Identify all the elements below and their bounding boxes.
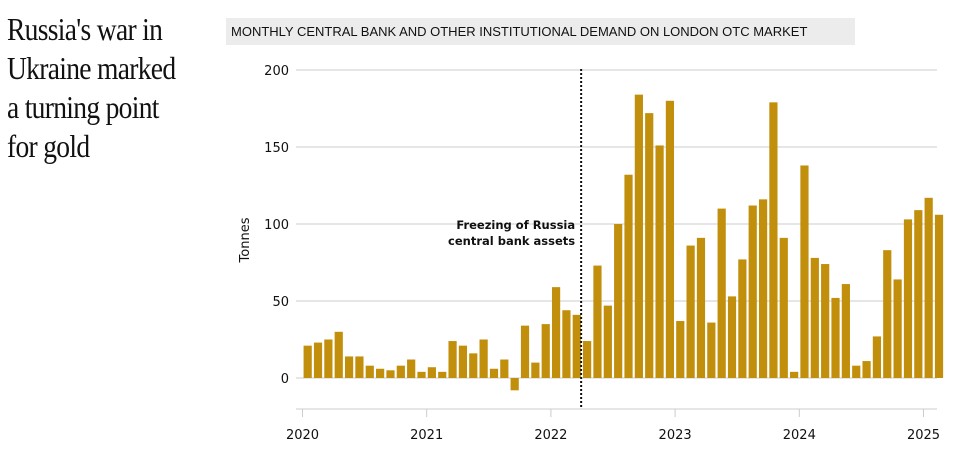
bar-2020-12: [417, 371, 426, 378]
y-tick-label: 50: [272, 295, 289, 310]
x-tick-label: 2021: [410, 428, 443, 443]
bar-2024-12: [914, 210, 923, 378]
bar-2022-06: [603, 305, 612, 378]
bar-2021-12: [541, 324, 550, 378]
bar-2020-08: [376, 368, 385, 378]
x-tick-label: 2022: [534, 428, 567, 443]
bar-2023-08: [748, 205, 757, 378]
chart-subtitle: MONTHLY CENTRAL BANK AND OTHER INSTITUTI…: [226, 18, 855, 45]
bar-2021-09: [510, 378, 519, 391]
bar-2020-04: [334, 331, 343, 378]
bar-2025-02: [934, 214, 944, 378]
bar-2021-08: [500, 359, 509, 378]
bar-2024-09: [883, 250, 892, 378]
bar-2024-01: [800, 165, 809, 378]
bar-2024-05: [841, 284, 850, 378]
bar-2025-01: [924, 197, 933, 378]
bar-2023-06: [727, 296, 737, 378]
headline: Russia's war in Ukraine marked a turning…: [7, 11, 176, 164]
y-tick-label: 0: [281, 372, 289, 387]
bar-2021-04: [458, 345, 468, 378]
bar-2022-09: [634, 94, 643, 378]
bar-2020-01: [303, 345, 312, 378]
bar-2023-09: [758, 199, 768, 378]
bar-2021-10: [520, 325, 530, 378]
bar-2024-02: [810, 257, 819, 378]
bar-2021-06: [479, 339, 488, 378]
bar-2021-07: [489, 368, 499, 378]
bar-2022-05: [593, 265, 602, 378]
bar-2022-12: [665, 100, 675, 379]
bar-2020-02: [313, 342, 323, 378]
bar-2020-05: [344, 356, 354, 378]
bar-2024-08: [872, 336, 882, 378]
y-tick-label: 200: [264, 64, 289, 79]
bar-2024-10: [893, 279, 902, 378]
bar-2021-05: [469, 353, 478, 378]
bar-2022-07: [614, 224, 623, 378]
bar-2023-02: [686, 245, 695, 378]
bar-2020-10: [396, 365, 405, 378]
bar-2022-10: [645, 113, 654, 379]
bar-2022-11: [655, 145, 664, 378]
bar-2020-03: [324, 339, 333, 378]
bar-2023-10: [769, 102, 778, 378]
bar-2020-11: [407, 359, 416, 378]
y-tick-label: 100: [264, 218, 289, 233]
bar-2022-04: [583, 341, 592, 378]
bar-2024-11: [903, 219, 913, 378]
bar-2022-02: [562, 310, 571, 378]
bar-2022-01: [551, 287, 561, 378]
x-tick-label: 2020: [286, 428, 319, 443]
x-tick-label: 2025: [907, 428, 940, 443]
bar-2023-05: [717, 208, 726, 378]
bar-2020-07: [365, 365, 374, 378]
bar-2024-03: [821, 264, 830, 378]
bar-2022-03: [572, 314, 581, 378]
bar-2023-04: [707, 322, 716, 378]
bar-2023-03: [696, 237, 706, 378]
bar-2020-09: [386, 370, 395, 378]
bar-2021-02: [438, 371, 447, 378]
bar-2023-07: [738, 259, 747, 378]
bar-2022-08: [624, 174, 633, 378]
y-axis-ticks: 0 50 100 150 200: [264, 64, 289, 387]
y-tick-label: 150: [264, 141, 289, 156]
bar-2024-04: [831, 297, 840, 378]
annotation-label: Freezing of Russia: [456, 218, 575, 232]
x-tick-label: 2023: [659, 428, 692, 443]
y-axis-label: Tonnes: [238, 217, 253, 263]
bar-2023-11: [779, 237, 788, 378]
bar-2021-01: [427, 367, 436, 378]
bar-2021-03: [448, 341, 457, 378]
bar-2021-11: [531, 362, 540, 378]
bar-2023-01: [676, 321, 685, 378]
x-axis: 2020 2021 2022 2023 2024 2025: [286, 408, 940, 443]
bars: [303, 94, 944, 391]
bar-2020-06: [355, 356, 364, 378]
bar-2024-07: [862, 361, 871, 378]
annotation: Freezing of Russia central bank assets: [448, 69, 583, 409]
x-tick-label: 2024: [783, 428, 816, 443]
annotation-label: central bank assets: [448, 234, 575, 248]
bar-2024-06: [852, 365, 861, 378]
bar-2023-12: [790, 371, 799, 378]
